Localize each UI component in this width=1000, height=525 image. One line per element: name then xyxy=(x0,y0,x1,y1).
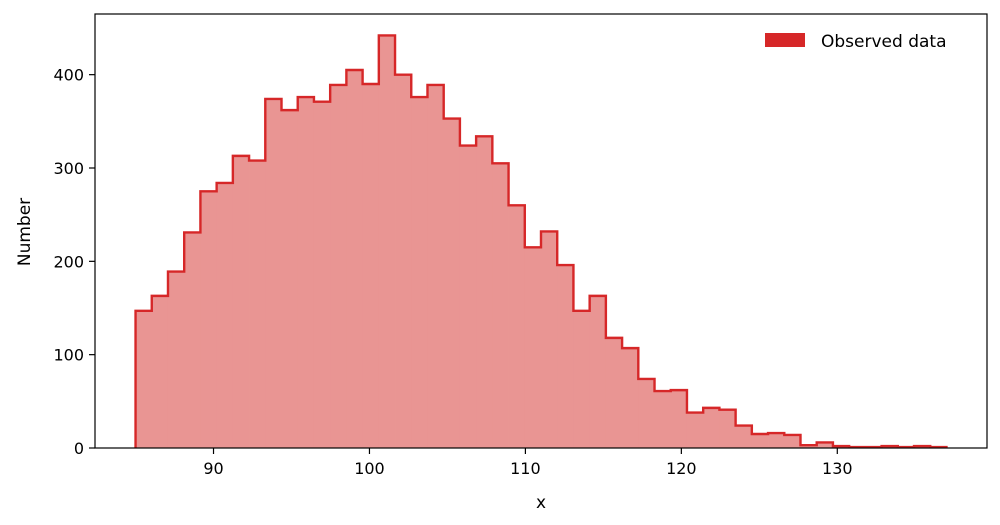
legend-patch xyxy=(765,33,805,47)
histogram-bar xyxy=(508,205,526,448)
histogram-bars xyxy=(135,35,947,449)
y-tick-label: 200 xyxy=(53,252,84,271)
histogram-bar xyxy=(492,163,509,449)
x-tick-label: 130 xyxy=(822,459,853,478)
histogram-bar xyxy=(184,232,201,448)
histogram-bar xyxy=(297,97,315,449)
histogram-bar xyxy=(249,160,266,449)
histogram-outline xyxy=(134,34,948,449)
x-tick-label: 100 xyxy=(354,459,385,478)
y-tick-label: 100 xyxy=(53,346,84,365)
histogram-bar xyxy=(346,70,363,448)
histogram-bar xyxy=(735,425,753,448)
histogram-bar xyxy=(281,110,299,448)
histogram-bar xyxy=(362,84,380,448)
y-tick-label: 300 xyxy=(53,159,84,178)
histogram-bar xyxy=(395,74,412,449)
y-axis-ticks: 0 100 200 300 400 xyxy=(53,66,95,458)
histogram-bar xyxy=(751,434,769,448)
histogram-bar xyxy=(686,412,704,448)
histogram-bar xyxy=(541,231,558,448)
histogram-bar xyxy=(232,155,250,448)
histogram-bar xyxy=(784,434,801,448)
histogram-bar xyxy=(768,433,785,448)
histogram-bar xyxy=(573,310,591,448)
x-axis-ticks: 90 100 110 120 130 xyxy=(203,448,853,478)
histogram-bar xyxy=(265,98,282,448)
x-axis-label: x xyxy=(536,493,546,513)
histogram-bar xyxy=(703,407,720,448)
histogram-bar xyxy=(670,390,688,448)
plot-frame xyxy=(94,13,988,449)
histogram-bar xyxy=(313,101,331,448)
legend: Observed data xyxy=(765,32,946,52)
histogram-bar xyxy=(443,118,461,449)
y-tick-label: 400 xyxy=(53,66,84,85)
histogram-bar xyxy=(719,409,737,448)
histogram-bar xyxy=(459,145,477,448)
histogram-bar xyxy=(151,295,169,448)
histogram-bar xyxy=(330,84,347,448)
y-tick-label: 0 xyxy=(74,439,84,458)
histogram-bar xyxy=(524,247,542,448)
histogram-bar xyxy=(135,310,153,448)
histogram-bar xyxy=(589,295,607,448)
histogram-bar xyxy=(216,182,234,448)
histogram-bar xyxy=(167,271,185,448)
histogram-bar xyxy=(476,136,493,448)
histogram-bar xyxy=(411,97,428,449)
histogram-bar xyxy=(800,445,818,448)
histogram-bar xyxy=(427,84,445,448)
histogram-bar xyxy=(622,348,639,448)
histogram-bar xyxy=(654,391,672,448)
x-tick-label: 110 xyxy=(510,459,541,478)
legend-label: Observed data xyxy=(821,32,946,52)
histogram-bar xyxy=(816,442,834,448)
x-tick-label: 90 xyxy=(203,459,223,478)
y-axis-label: Number xyxy=(15,198,35,266)
histogram-bar xyxy=(605,337,623,448)
histogram-bar xyxy=(557,265,574,448)
histogram-bar xyxy=(200,191,218,449)
histogram-bar xyxy=(638,378,655,448)
x-tick-label: 120 xyxy=(666,459,697,478)
histogram-bar xyxy=(378,35,396,448)
